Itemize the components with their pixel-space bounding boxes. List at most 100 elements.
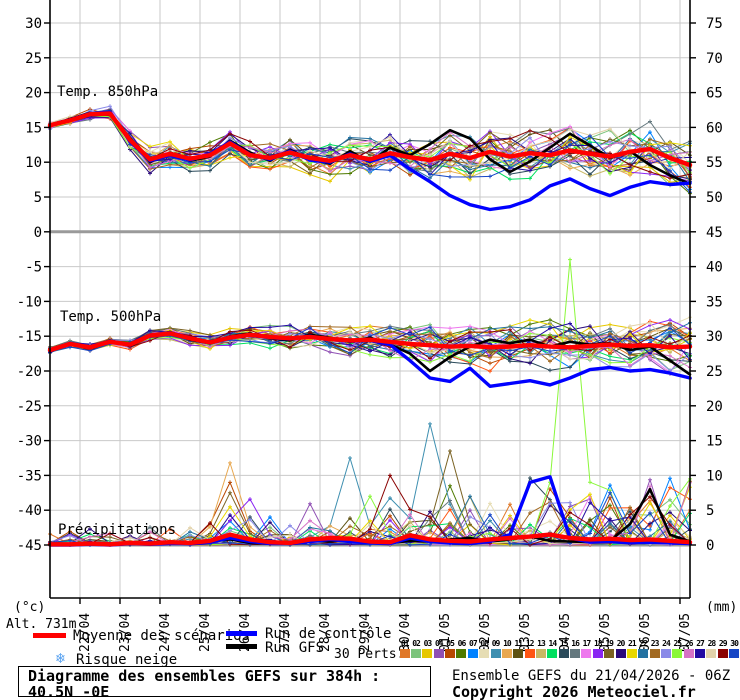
svg-text:05/05: 05/05 [598, 613, 613, 652]
pert-number: 04 [434, 639, 444, 648]
svg-text:-10: -10 [17, 294, 42, 310]
pert-swatch [501, 649, 512, 658]
pert-number: 14 [548, 639, 558, 648]
diagram-title: Diagramme des ensembles GEFS sur 384h : … [28, 667, 381, 700]
svg-text:30/04: 30/04 [398, 613, 413, 652]
panel-label-850hpa: Temp. 850hPa [57, 84, 159, 100]
pert-key-cell: 22 [638, 639, 649, 658]
pert-number: 08 [480, 639, 489, 648]
copyright-label: Copyright 2026 Meteociel.fr [452, 683, 696, 700]
pert-swatch [672, 649, 683, 658]
pert-key-cell: 13 [535, 639, 546, 658]
svg-text:-35: -35 [17, 468, 42, 484]
pert-key-cell: 17 [581, 639, 592, 658]
altitude-label: Alt. 731m [6, 617, 77, 632]
svg-text:65: 65 [706, 86, 723, 102]
pert-key-cell: 24 [660, 639, 671, 658]
pert-key-cell: 02 [410, 639, 422, 658]
pert-key-cell: 03 [422, 639, 433, 658]
svg-text:0: 0 [706, 538, 714, 554]
svg-text:20: 20 [706, 399, 723, 415]
svg-text:-5: -5 [25, 260, 42, 276]
pert-key-cell: 30 [728, 639, 740, 658]
svg-text:10: 10 [25, 155, 42, 171]
pert-key-cell: 28 [706, 639, 717, 658]
svg-text:-25: -25 [17, 399, 42, 415]
pert-number: 17 [582, 639, 592, 648]
pert-number: 09 [491, 639, 501, 648]
pert-number: 13 [537, 639, 546, 648]
pert-swatch [626, 649, 637, 658]
pert-key-cell: 14 [547, 639, 558, 658]
pert-key-cell: 23 [649, 639, 660, 658]
control-line-swatch [226, 631, 257, 636]
pert-number: 01 [400, 639, 410, 648]
pert-swatch [467, 649, 478, 658]
panel-label-precip: Précipitations [58, 522, 177, 538]
pert-swatch [706, 649, 717, 658]
svg-text:35: 35 [706, 294, 723, 310]
pert-swatch [660, 649, 671, 658]
pert-key-cell: 20 [615, 639, 626, 658]
pert-number: 19 [605, 639, 614, 648]
pert-swatch [535, 649, 546, 658]
left-axis-unit: (°c) [14, 600, 46, 615]
pert-number: 03 [423, 639, 433, 648]
pert-key-cell: 25 [672, 639, 683, 658]
snow-risk-label: Risque neige [76, 652, 178, 668]
svg-text:45: 45 [706, 225, 723, 241]
pert-key-cell: 29 [717, 639, 728, 658]
pert-swatch [433, 649, 444, 658]
pert-number: 30 [730, 639, 739, 648]
pert-number: 20 [616, 639, 626, 648]
pert-swatch [524, 649, 535, 658]
pert-swatch [592, 649, 603, 658]
pert-key-cell: 07 [467, 639, 478, 658]
svg-text:-45: -45 [17, 538, 42, 554]
run-info: Ensemble GEFS du 21/04/2026 - 06Z [452, 668, 731, 684]
pert-swatch [638, 649, 649, 658]
pert-swatch [547, 649, 558, 658]
pert-number: 26 [684, 639, 694, 648]
pert-number: 02 [412, 639, 421, 648]
pert-key-cell: 15 [558, 639, 569, 658]
pert-number: 23 [650, 639, 660, 648]
svg-text:10: 10 [706, 468, 723, 484]
svg-text:29/04: 29/04 [358, 613, 373, 652]
pert-swatch [513, 649, 524, 658]
pert-key-cell: 18 [592, 639, 603, 658]
date-labels: 22/0423/0424/0425/0426/0427/0428/0429/04… [78, 613, 693, 652]
pert-number: 28 [707, 639, 717, 648]
svg-text:24/04: 24/04 [158, 613, 173, 652]
pert-swatch [558, 649, 569, 658]
pert-swatch [445, 649, 456, 658]
svg-text:03/05: 03/05 [518, 613, 533, 652]
svg-text:60: 60 [706, 120, 723, 136]
svg-text:-40: -40 [17, 503, 42, 519]
pert-number: 27 [696, 639, 705, 648]
svg-text:50: 50 [706, 190, 723, 206]
pert-number: 15 [559, 639, 569, 648]
gfs-line-label: Run GFS [265, 640, 325, 656]
pert-number: 12 [525, 639, 535, 648]
pert-swatch [490, 649, 501, 658]
pert-number: 21 [628, 639, 637, 648]
svg-text:-15: -15 [17, 329, 42, 345]
svg-text:15: 15 [706, 434, 723, 450]
pert-swatch [581, 649, 592, 658]
pert-swatch [729, 649, 740, 658]
pert-number: 24 [662, 639, 671, 648]
pert-number: 10 [503, 639, 512, 648]
control-line-label: Run de contrôle [265, 626, 392, 642]
svg-text:-20: -20 [17, 364, 42, 380]
svg-text:04/05: 04/05 [558, 613, 573, 652]
pert-number: 18 [593, 639, 603, 648]
svg-text:30: 30 [25, 16, 42, 32]
svg-text:55: 55 [706, 155, 723, 171]
pert-swatch [717, 649, 728, 658]
pert-swatch [411, 649, 422, 658]
pert-number: 07 [469, 639, 478, 648]
pert-swatch [479, 649, 490, 658]
svg-text:27/04: 27/04 [278, 613, 293, 652]
